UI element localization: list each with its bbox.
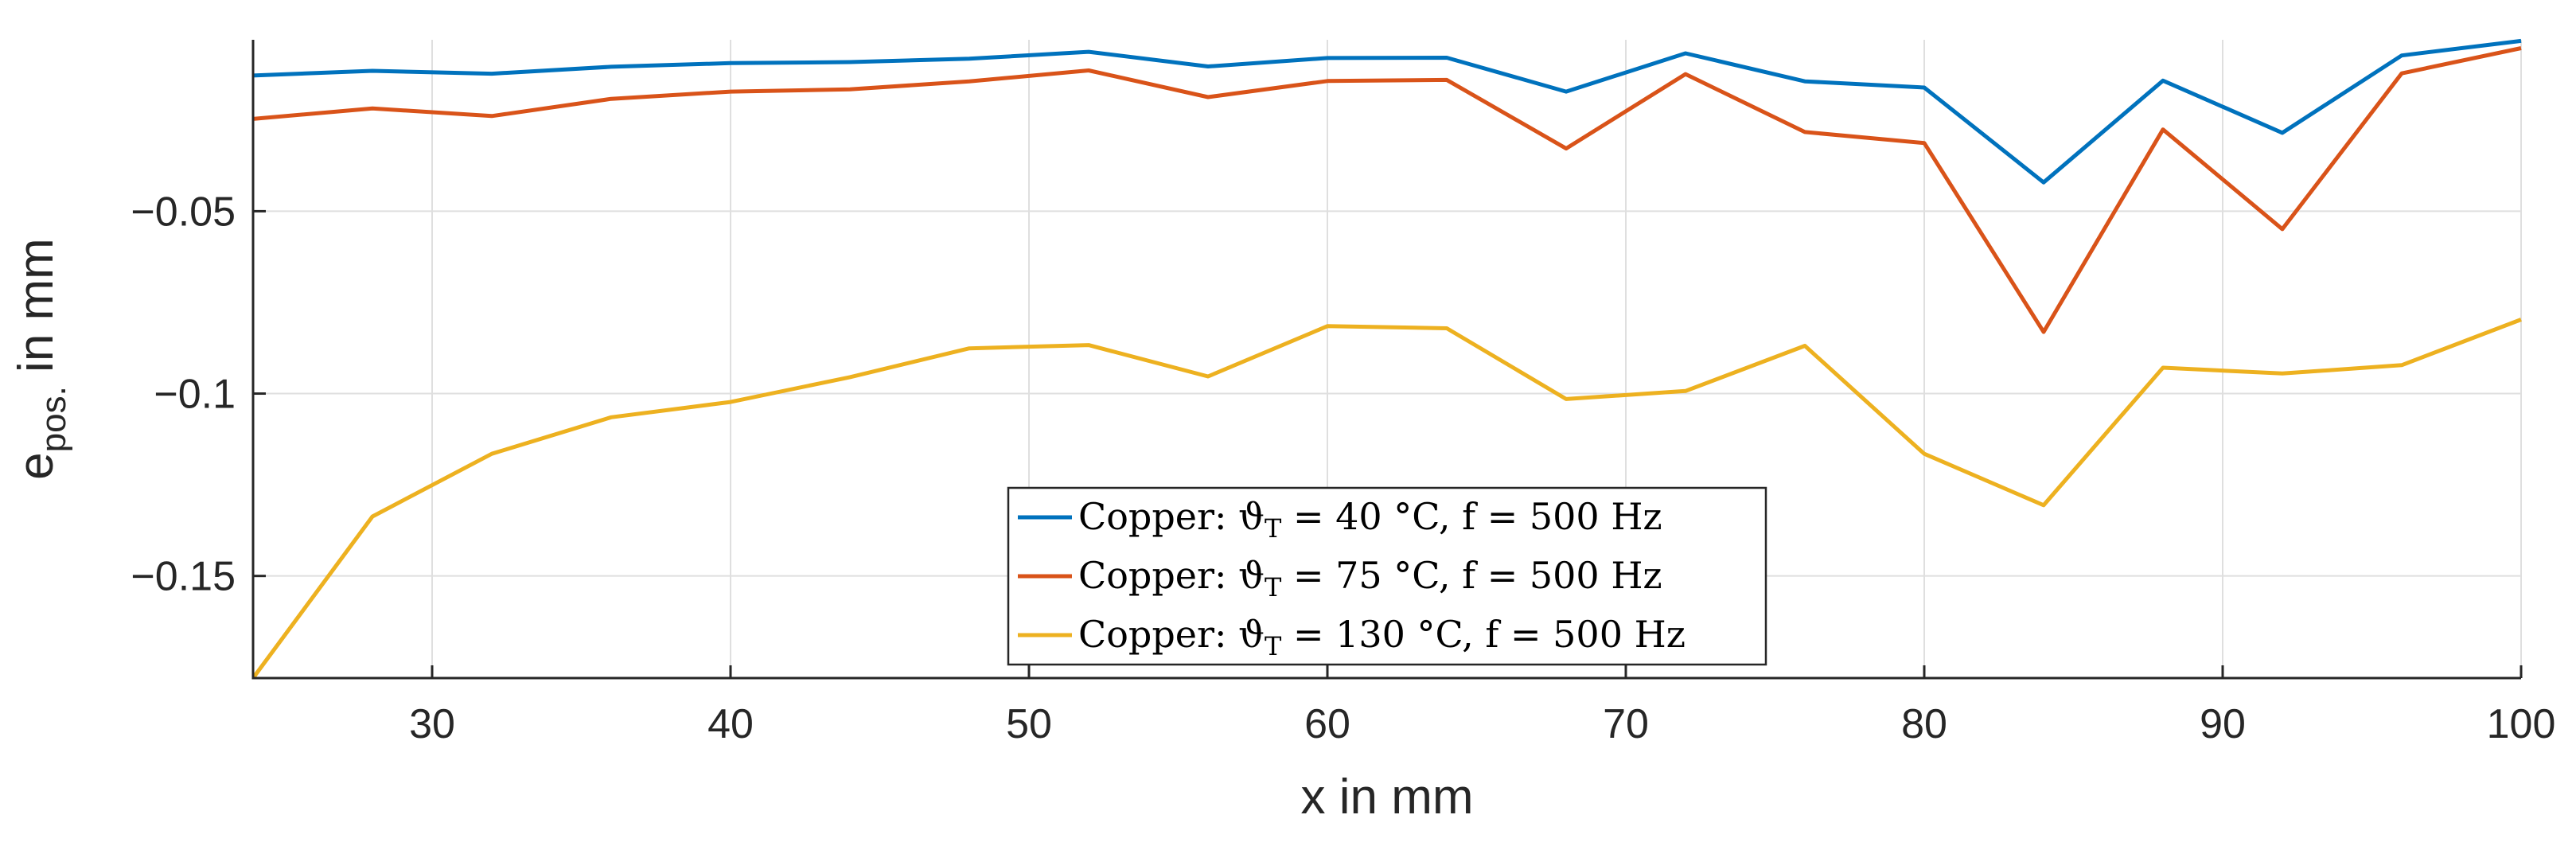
- x-tick-label: 60: [1304, 701, 1350, 747]
- tick-marks: [253, 209, 2523, 678]
- axes-frame: [251, 40, 2521, 680]
- series-line-2: [253, 46, 2522, 334]
- x-axis-label: x in mm: [1301, 770, 1474, 825]
- legend-label-suffix: = 130 °C, f = 500 Hz: [1281, 613, 1686, 656]
- legend-label-prefix: Copper: ϑ: [1078, 495, 1265, 538]
- legend-label: Copper: ϑT = 40 °C, f = 500 Hz: [1078, 495, 1662, 544]
- y-axis-label-subscript: pos.: [34, 386, 73, 452]
- x-tick-label: 90: [2200, 701, 2246, 747]
- series-layer: [253, 38, 2522, 680]
- x-tick-label: 80: [1901, 701, 1947, 747]
- legend-label-subscript: T: [1265, 631, 1282, 661]
- y-tick-label: −0.1: [154, 372, 236, 418]
- legend-label-subscript: T: [1265, 513, 1282, 544]
- y-tick-label: −0.15: [131, 554, 236, 600]
- legend-label-suffix: = 75 °C, f = 500 Hz: [1281, 554, 1662, 597]
- legend-label-prefix: Copper: ϑ: [1078, 554, 1265, 597]
- x-tick-label: 30: [409, 701, 455, 747]
- y-axis-label-unit: in mm: [9, 238, 64, 386]
- legend-label-prefix: Copper: ϑ: [1078, 613, 1265, 656]
- x-tick-label: 50: [1006, 701, 1052, 747]
- y-axis-label-main: e: [9, 452, 64, 479]
- series-line-3: [253, 318, 2522, 680]
- x-tick-labels: 30 40 50 60 70 80 90 100: [409, 701, 2555, 747]
- series-line-1: [253, 38, 2522, 185]
- legend-label-subscript: T: [1265, 572, 1282, 602]
- x-tick-label: 40: [707, 701, 754, 747]
- legend-label: Copper: ϑT = 130 °C, f = 500 Hz: [1078, 613, 1686, 661]
- legend-box: [1007, 486, 1767, 666]
- y-tick-label: −0.05: [131, 189, 236, 235]
- legend-label: Copper: ϑT = 75 °C, f = 500 Hz: [1078, 554, 1662, 602]
- x-tick-label: 100: [2487, 701, 2556, 747]
- legend-label-suffix: = 40 °C, f = 500 Hz: [1281, 495, 1662, 538]
- y-tick-labels: −0.15 −0.1 −0.05: [131, 189, 236, 599]
- x-tick-label: 70: [1603, 701, 1649, 747]
- y-axis-label: epos. in mm: [9, 238, 73, 480]
